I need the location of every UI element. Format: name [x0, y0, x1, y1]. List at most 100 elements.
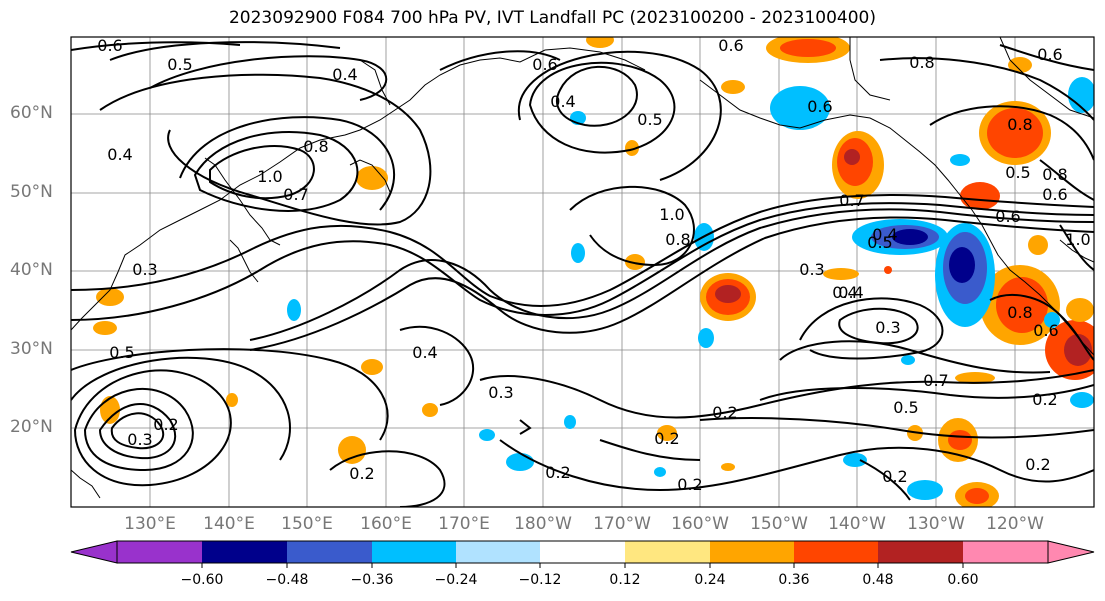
- colorbar-bin: [794, 541, 878, 563]
- map-title: 2023092900 F084 700 hPa PV, IVT Landfall…: [228, 8, 876, 28]
- ivt-patch: [892, 229, 928, 245]
- contour-label: 1.0: [257, 167, 282, 186]
- map-frame: [70, 36, 1095, 508]
- colorbar-bin: [202, 541, 287, 563]
- colorbar-tick-label: −0.48: [265, 572, 309, 588]
- ivt-patch: [586, 37, 614, 48]
- contour-label: 0.6: [807, 97, 832, 116]
- ivt-patch: [698, 328, 714, 348]
- ivt-patch: [479, 429, 495, 441]
- colorbar-tick-label: −0.12: [518, 572, 562, 588]
- ivt-patch: [226, 393, 238, 407]
- ivt-patch: [625, 140, 639, 156]
- ivt-patch: [965, 488, 989, 504]
- contour-label: 0.2: [153, 415, 178, 434]
- ivt-patch: [571, 243, 585, 263]
- ivt-patch: [287, 299, 301, 321]
- lat-label: 50°N: [10, 182, 53, 202]
- colorbar-bin: [372, 541, 456, 563]
- colorbar-extend-high: [1047, 540, 1095, 564]
- contour-label: 0.6: [995, 207, 1020, 226]
- colorbar-tick-label: 0.36: [778, 572, 810, 588]
- ivt-patch: [901, 355, 915, 365]
- colorbar-tick-label: −0.60: [180, 572, 224, 588]
- contour-label: 0.3: [132, 260, 157, 279]
- contour-label: 0.2: [882, 467, 907, 486]
- lon-label: 150°W: [750, 514, 808, 534]
- ivt-patch: [338, 436, 366, 464]
- ivt-patch: [1068, 77, 1094, 113]
- lon-label: 140°E: [203, 514, 255, 534]
- lon-label: 130°W: [907, 514, 965, 534]
- contour-label: 0.4: [412, 343, 437, 362]
- lon-label: 180°W: [514, 514, 572, 534]
- ivt-patch: [100, 396, 120, 424]
- contour-label: 0.6: [532, 55, 557, 74]
- contour-label: 0.2: [349, 464, 374, 483]
- contour-label: 0.4: [872, 225, 897, 244]
- contour-label: 0.2: [1032, 390, 1057, 409]
- ivt-patch: [1008, 57, 1032, 73]
- ivt-patch: [955, 372, 995, 384]
- colorbar-bin: [625, 541, 710, 563]
- lon-label: 170°W: [593, 514, 651, 534]
- contour-label: 0.4: [838, 283, 863, 302]
- contour-label: 0.8: [1042, 165, 1067, 184]
- ivt-patch: [715, 285, 741, 303]
- coastlines: [71, 37, 1094, 499]
- contour-label: 0.4: [550, 92, 575, 111]
- ivt-patch: [654, 467, 666, 477]
- ivt-patch: [884, 266, 892, 274]
- ivt-patch: [361, 359, 383, 375]
- colorbar-bin: [117, 541, 202, 563]
- ivt-patch: [422, 403, 438, 417]
- contour-label: 0.3: [127, 430, 152, 449]
- ivt-patch: [96, 288, 124, 306]
- ivt-patch: [1066, 298, 1094, 322]
- contour-label: 0.5: [1005, 163, 1030, 182]
- contour-label: 0.2: [712, 403, 737, 422]
- contour-label: 0.5: [867, 233, 892, 252]
- contour-label: 0.2: [545, 463, 570, 482]
- lon-label: 150°E: [281, 514, 333, 534]
- lon-label: 140°W: [828, 514, 886, 534]
- colorbar-bin: [710, 541, 794, 563]
- colorbar: [70, 540, 1095, 568]
- contour-label: 1.0: [659, 205, 684, 224]
- ivt-patch: [1070, 392, 1094, 408]
- colorbar-tick-label: 0.60: [947, 572, 979, 588]
- colorbar-bin: [287, 541, 372, 563]
- contour-label: 0.8: [909, 53, 934, 72]
- contour-label: 0.5: [167, 55, 192, 74]
- colorbar-tick-label: −0.36: [350, 572, 394, 588]
- contour-label: 1.0: [1065, 230, 1090, 249]
- ivt-patch: [960, 182, 1000, 210]
- contour-label: 0.7: [283, 185, 308, 204]
- contour-label: 0.8: [1007, 115, 1032, 134]
- lon-label: 160°W: [671, 514, 729, 534]
- ivt-patch: [844, 149, 860, 165]
- ivt-patch: [1064, 334, 1092, 366]
- contour-label: 0.5: [637, 110, 662, 129]
- colorbar-extend-low: [70, 540, 118, 564]
- ivt-patch: [721, 80, 745, 94]
- pv-contours: [71, 41, 1094, 507]
- ivt-patch: [949, 247, 975, 283]
- contour-label: 0.6: [1033, 321, 1058, 340]
- contour-label: 0.2: [677, 475, 702, 494]
- ivt-patch: [987, 108, 1043, 158]
- contour-label: 0.6: [1037, 45, 1062, 64]
- lat-label: 40°N: [10, 260, 53, 280]
- contour-label: 0.4: [107, 145, 132, 164]
- colorbar-tick-label: 0.48: [862, 572, 894, 588]
- colorbar-tick-label: 0.24: [694, 572, 726, 588]
- ivt-patch: [1044, 312, 1060, 328]
- ivt-patch: [564, 415, 576, 429]
- ivt-shading: [93, 37, 1094, 507]
- ivt-patch: [843, 453, 867, 467]
- contour-label: 0.6: [1042, 185, 1067, 204]
- contour-label: 0.8: [1007, 303, 1032, 322]
- contour-label: 0.3: [488, 383, 513, 402]
- ivt-patch: [625, 254, 645, 270]
- contour-label: 0.2: [1025, 455, 1050, 474]
